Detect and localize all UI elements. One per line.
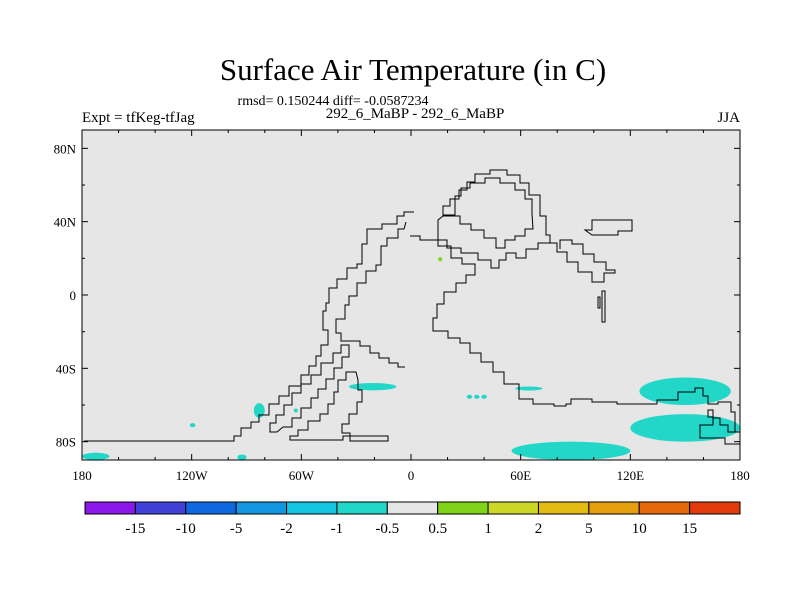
anomaly-region: [481, 394, 487, 399]
coastline-asia-east: [545, 239, 616, 283]
anomaly-region: [253, 403, 265, 418]
anomaly-region: [82, 452, 110, 461]
anomaly-region: [639, 377, 731, 405]
coastline-south-loop: [269, 344, 350, 433]
x-tick-label: 180: [730, 468, 750, 483]
colorbar-label: 10: [632, 521, 647, 537]
anomaly-region: [515, 386, 543, 391]
colorbar-swatch: [487, 501, 539, 515]
colorbar-label: 15: [682, 521, 697, 537]
anomaly-region: [348, 383, 397, 391]
experiment-label: Expt = tfKeg-tfJag: [82, 110, 195, 126]
colorbar-swatch: [336, 501, 388, 515]
coastline-australia-antarctica: [699, 409, 740, 445]
anomaly-region: [466, 394, 473, 399]
anomaly-region: [189, 423, 196, 428]
rmsd-diff-line: rmsd= 0.150244 diff= -0.0587234: [237, 94, 429, 109]
colorbar-swatch: [235, 501, 288, 515]
x-tick-label: 120E: [617, 468, 645, 483]
coastline-americas-inner: [335, 221, 407, 368]
axis-ticks: 180 120W 60W 0 60E 120E 180 80N 40N 0 40S 80S: [54, 130, 750, 483]
colorbar-label: -2: [280, 521, 293, 537]
x-tick-label: 0: [408, 468, 415, 483]
y-tick-label: 40S: [56, 361, 76, 376]
anomaly-region: [474, 394, 480, 399]
coastline-layer: [84, 169, 740, 445]
y-tick-label: 80N: [54, 141, 77, 156]
anomaly-region: [293, 408, 298, 413]
colorbar-label: -10: [176, 521, 196, 537]
x-tick-label: 60E: [510, 468, 531, 483]
coastline-island-mid: [597, 290, 606, 323]
colorbar-label: 5: [585, 521, 593, 537]
coastline-japan: [583, 219, 633, 236]
colorbar-label: -15: [125, 521, 145, 537]
y-tick-label: 0: [70, 288, 77, 303]
x-tick-label: 180: [72, 468, 92, 483]
colorbar-swatch: [84, 501, 136, 515]
map-background: [82, 130, 740, 460]
colorbar-swatch: [588, 501, 640, 515]
colorbar-swatch: [437, 501, 489, 515]
colorbar-swatch: [386, 501, 439, 515]
colorbar-swatch: [689, 501, 741, 515]
season-label: JJA: [717, 110, 740, 126]
colorbar-swatch: [134, 501, 187, 515]
colorbar-swatch: [537, 501, 590, 515]
x-tick-label: 120W: [176, 468, 209, 483]
coastline-eurasia-africa: [410, 169, 740, 433]
coastline-americas: [84, 211, 414, 442]
colorbar-label: -0.5: [375, 521, 399, 537]
colorbar: -15 -10 -5 -2 -1 -0.5 0.5 1 2 5 10 15: [84, 501, 741, 537]
x-tick-label: 60W: [289, 468, 315, 483]
y-tick-label: 80S: [56, 435, 76, 450]
plot-title: Surface Air Temperature (in C): [219, 52, 607, 87]
colorbar-swatch: [286, 501, 338, 515]
anomaly-region: [511, 441, 631, 461]
colorbar-label: 1: [484, 521, 492, 537]
colorbar-label: -5: [230, 521, 243, 537]
colorbar-label: -1: [331, 521, 344, 537]
coastline-antarctic-peninsula: [289, 371, 389, 442]
anomaly-region: [438, 257, 443, 262]
anomaly-region: [237, 454, 247, 460]
colorbar-swatch: [638, 501, 691, 515]
colorbar-label: 0.5: [428, 521, 447, 537]
colorbar-swatch: [185, 501, 237, 515]
case-label: 292_6_MaBP - 292_6_MaBP: [325, 106, 505, 122]
y-tick-label: 40N: [54, 215, 77, 230]
colorbar-label: 2: [535, 521, 543, 537]
